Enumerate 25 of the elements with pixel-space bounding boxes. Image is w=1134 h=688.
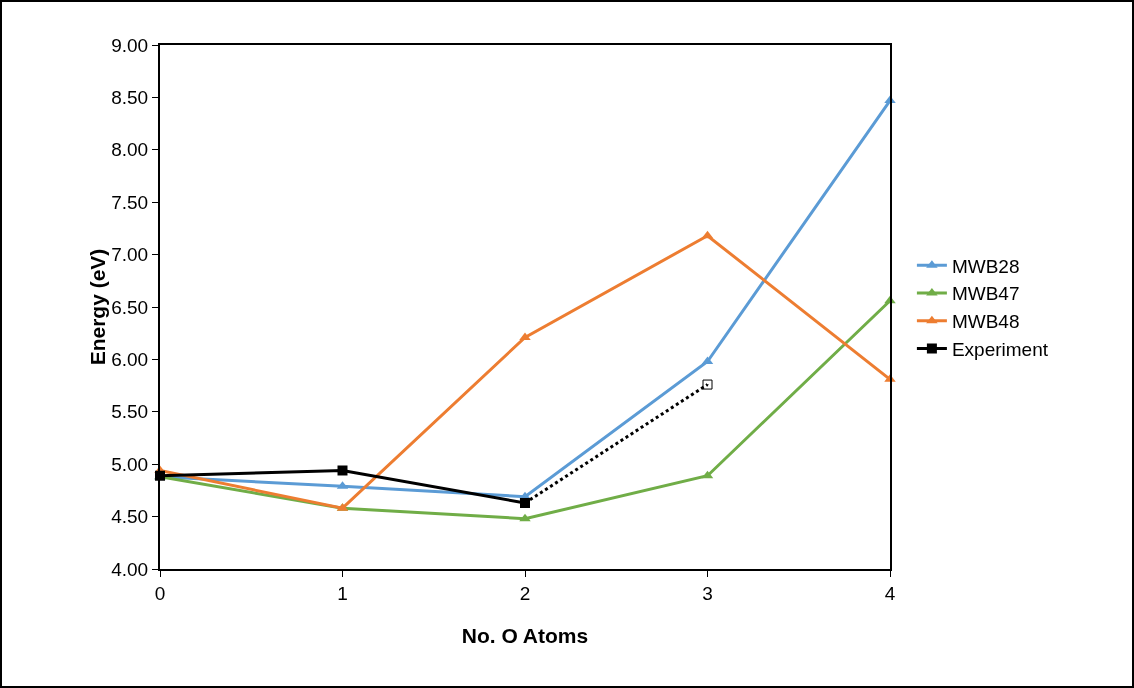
y-tick-label: 5.50 [111,401,149,423]
x-tick-label: 2 [519,582,531,604]
legend-label: Experiment [951,338,1049,360]
y-tick-label: 9.00 [111,34,149,56]
point [337,465,348,476]
x-tick-label: 3 [702,582,713,604]
y-tick-label: 8.50 [111,87,149,109]
x-tick-label: 4 [884,582,896,604]
point [519,513,531,522]
legend-label: MWB28 [951,255,1020,277]
y-tick-label: 6.50 [111,296,149,318]
point [702,379,713,390]
y-tick-label: 4.00 [111,558,149,580]
legend-label: MWB47 [951,283,1020,305]
y-tick-label: 6.00 [111,349,149,371]
y-tick-label: 8.00 [111,139,149,161]
y-tick-label: 7.00 [111,244,149,266]
y-axis-title: Energy (eV) [86,248,110,366]
legend-label: MWB48 [951,311,1020,333]
y-tick-label: 7.50 [111,191,149,213]
y-tick-label: 5.00 [111,453,149,475]
y-tick-label: 4.50 [111,506,149,528]
x-tick-label: 0 [154,582,166,604]
x-axis-title: No. O Atoms [461,624,589,647]
x-tick-label: 1 [337,582,348,604]
